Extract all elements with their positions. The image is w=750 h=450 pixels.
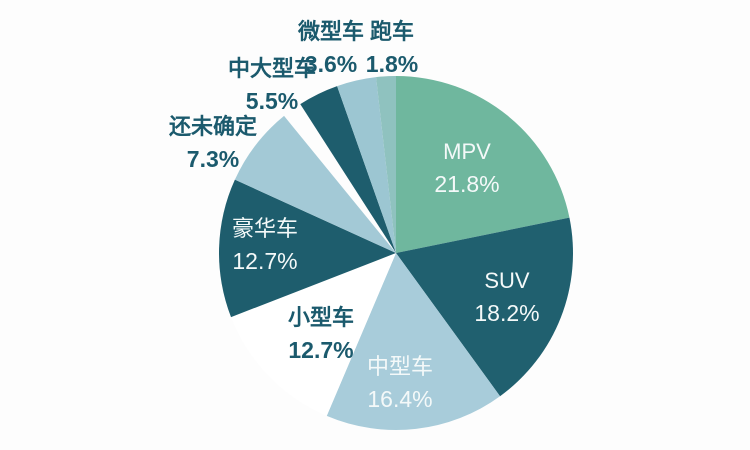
pie-slice-中型车	[326, 253, 501, 431]
pie-slice-微型车	[337, 77, 396, 253]
pie-slice-中大型车	[300, 86, 396, 253]
pie-slice-MPV	[396, 76, 570, 253]
pie-slice-跑车	[376, 76, 396, 253]
pie-slice-SUV	[396, 217, 573, 397]
pie-slice-小型车	[231, 253, 396, 416]
pie-slice-还未确定	[234, 115, 396, 253]
pie-slice-豪华车	[218, 179, 396, 318]
